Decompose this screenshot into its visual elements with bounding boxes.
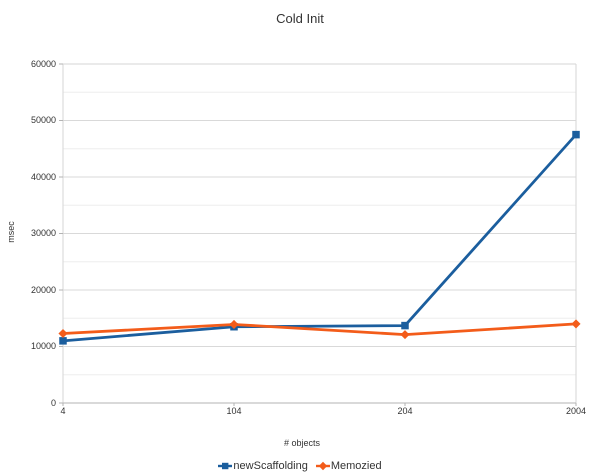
data-point-marker (572, 130, 580, 139)
square-legend-marker-icon (218, 462, 233, 470)
y-tick-label: 40000 (30, 171, 56, 182)
y-tick-label: 60000 (30, 58, 56, 69)
x-tick-label: 2004 (565, 406, 587, 416)
data-point-marker (229, 319, 239, 330)
data-point-marker (59, 337, 67, 345)
x-tick-label: 104 (226, 406, 242, 416)
legend-label: Memozied (330, 460, 382, 472)
y-tick-label: 50000 (30, 115, 56, 125)
data-point-marker (58, 328, 68, 339)
y-tick-label: 10000 (30, 341, 56, 351)
y-tick-label: 30000 (30, 228, 56, 238)
legend-item-Memozied: Memozied (315, 460, 382, 472)
diamond-legend-marker-icon (315, 461, 330, 471)
x-axis-title: # objects (283, 438, 321, 448)
data-point-marker (401, 321, 409, 330)
legend: newScaffolding Memozied (0, 460, 600, 472)
chart-title: Cold Init (276, 11, 324, 26)
series-line-Memozied (62, 322, 577, 337)
series-line-newScaffolding (62, 133, 578, 343)
data-point-marker (571, 319, 581, 329)
x-tick-label: 4 (60, 406, 66, 416)
y-tick-label: 0 (50, 397, 56, 408)
y-tick-label: 20000 (30, 284, 56, 295)
legend-label: newScaffolding (233, 460, 308, 472)
legend-item-newScaffolding: newScaffolding (218, 460, 308, 472)
x-tick-label: 204 (397, 406, 413, 416)
data-point-marker (400, 330, 410, 340)
